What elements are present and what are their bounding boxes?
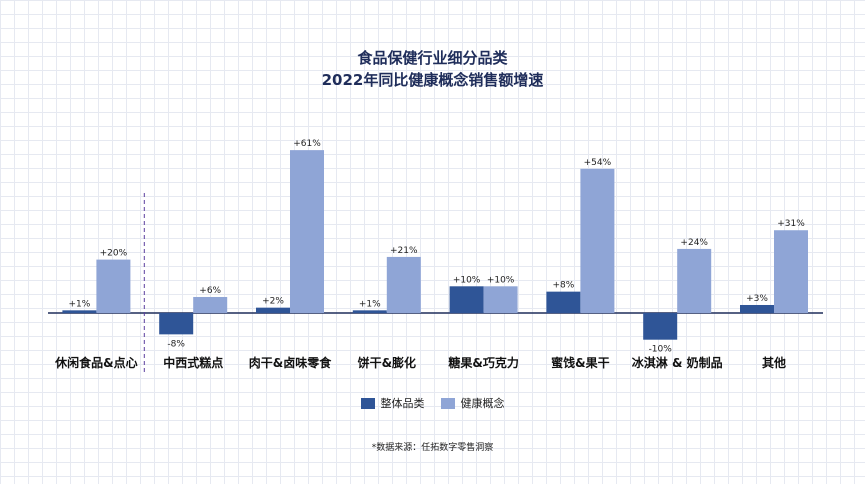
- chart-title-line1: 食品保健行业细分品类: [357, 49, 508, 67]
- bar-health-0: [96, 259, 131, 313]
- data-label-health-5: +54%: [584, 158, 612, 168]
- bar-health-3: [386, 256, 421, 313]
- bar-overall-0: [62, 310, 97, 313]
- data-label-health-0: +20%: [100, 249, 128, 259]
- bar-overall-2: [256, 307, 290, 313]
- bar-health-7: [774, 230, 808, 313]
- data-label-health-6: +24%: [680, 238, 708, 248]
- data-label-overall-6: -10%: [649, 345, 673, 355]
- data-label-overall-2: +2%: [262, 297, 284, 307]
- bar-overall-3: [352, 310, 387, 313]
- legend-swatch-overall: [360, 397, 375, 409]
- bar-health-6: [677, 248, 712, 313]
- legend-item-health: 健康概念: [440, 395, 505, 411]
- data-label-overall-0: +1%: [68, 299, 90, 309]
- data-label-overall-5: +8%: [552, 281, 574, 291]
- data-label-health-7: +31%: [777, 219, 805, 229]
- category-label-4: 糖果&巧克力: [448, 355, 518, 370]
- data-label-overall-7: +3%: [746, 294, 768, 304]
- data-label-overall-1: -8%: [167, 339, 185, 349]
- chart-title-line2: 2022年同比健康概念销售额增速: [321, 71, 544, 89]
- legend-swatch-health: [440, 397, 455, 409]
- bar-overall-6: [643, 313, 678, 340]
- data-label-overall-4: +10%: [453, 275, 481, 285]
- bar-overall-4: [449, 286, 484, 313]
- bar-overall-7: [740, 304, 774, 313]
- data-label-health-1: +6%: [199, 286, 221, 296]
- data-label-health-3: +21%: [390, 246, 418, 256]
- category-label-3: 饼干&膨化: [358, 355, 416, 370]
- bar-health-1: [193, 296, 228, 313]
- category-label-6: 冰淇淋 & 奶制品: [632, 355, 723, 370]
- bar-overall-5: [546, 291, 581, 313]
- category-label-0: 休闲食品&点心: [54, 355, 137, 370]
- chart-legend: 整体品类 健康概念: [0, 395, 865, 411]
- legend-label-health: 健康概念: [460, 397, 505, 410]
- bar-health-4: [483, 286, 518, 313]
- bar-health-2: [290, 150, 324, 313]
- legend-item-overall: 整体品类: [360, 395, 425, 411]
- category-label-5: 蜜饯&果干: [551, 355, 609, 370]
- data-source-note: *数据来源：任拓数字零售洞察: [371, 443, 494, 453]
- data-label-overall-3: +1%: [359, 299, 381, 309]
- category-label-7: 其他: [762, 355, 786, 370]
- category-label-2: 肉干&卤味零食: [249, 355, 332, 370]
- category-label-1: 中西式糕点: [163, 355, 223, 370]
- bar-health-5: [580, 168, 615, 313]
- data-label-health-4: +10%: [487, 275, 515, 285]
- legend-label-overall: 整体品类: [380, 397, 425, 410]
- bar-overall-1: [159, 313, 194, 335]
- data-label-health-2: +61%: [293, 139, 321, 149]
